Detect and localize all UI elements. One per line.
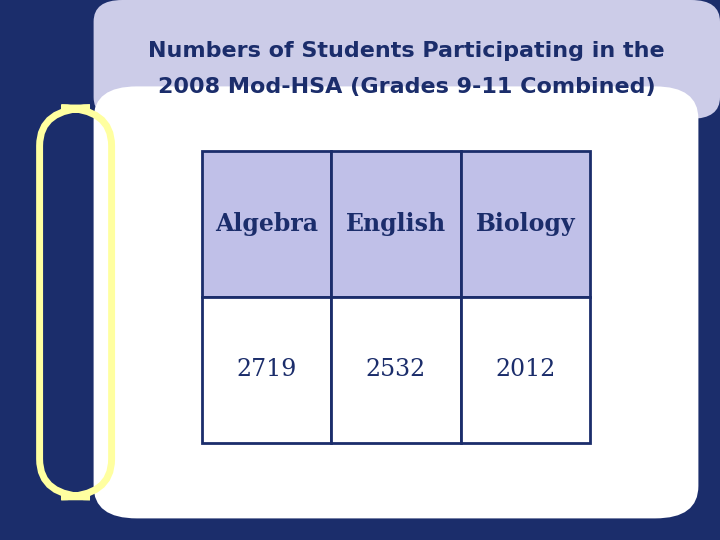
FancyBboxPatch shape — [331, 297, 461, 443]
Text: English: English — [346, 212, 446, 236]
FancyBboxPatch shape — [331, 151, 461, 297]
FancyBboxPatch shape — [202, 151, 331, 297]
FancyBboxPatch shape — [94, 86, 698, 518]
FancyBboxPatch shape — [94, 0, 720, 119]
Text: Biology: Biology — [476, 212, 575, 236]
Text: 2532: 2532 — [366, 359, 426, 381]
FancyBboxPatch shape — [461, 151, 590, 297]
Text: Numbers of Students Participating in the: Numbers of Students Participating in the — [148, 41, 665, 62]
Text: 2719: 2719 — [236, 359, 297, 381]
Text: 2008 Mod-HSA (Grades 9-11 Combined): 2008 Mod-HSA (Grades 9-11 Combined) — [158, 77, 656, 98]
FancyBboxPatch shape — [202, 297, 331, 443]
Text: Algebra: Algebra — [215, 212, 318, 236]
Text: 2012: 2012 — [495, 359, 556, 381]
FancyBboxPatch shape — [461, 297, 590, 443]
